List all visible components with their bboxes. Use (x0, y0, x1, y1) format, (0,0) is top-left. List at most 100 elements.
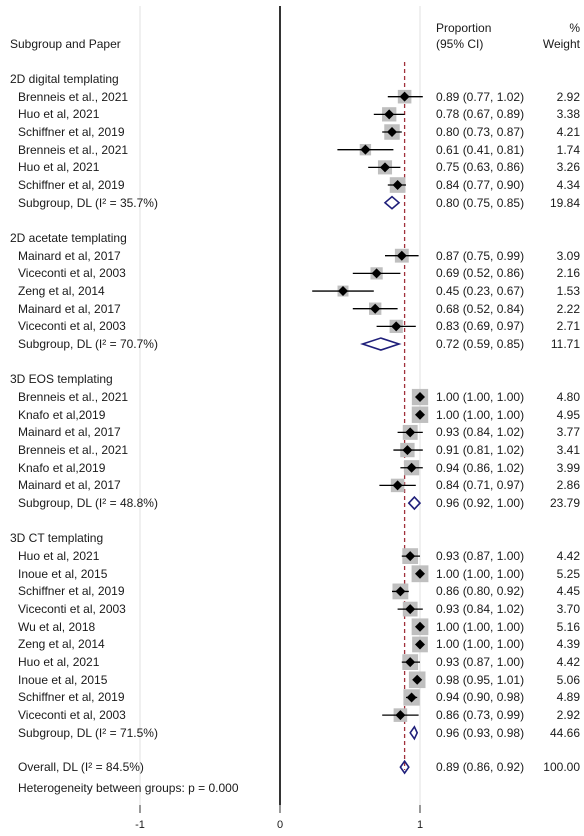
study-label: Brenneis et al., 2021 (18, 390, 129, 405)
study-weight: 1.53 (556, 284, 580, 299)
study-label: Zeng et al, 2014 (18, 637, 105, 652)
study-weight: 1.74 (556, 142, 580, 157)
study-row: Mainard et al, 2017 0.68 (0.52, 0.84) 2.22 (0, 300, 584, 318)
study-ci: 0.86 (0.80, 0.92) (436, 584, 525, 599)
subgroup-row: Subgroup, DL (I² = 70.7%) 0.72 (0.59, 0.8… (0, 335, 584, 353)
study-row: Schiffner et al, 2019 0.84 (0.77, 0.90) 4.… (0, 176, 584, 194)
study-ci: 1.00 (1.00, 1.00) (436, 637, 525, 652)
subgroup-row: Subgroup, DL (I² = 71.5%) 0.96 (0.93, 0.9… (0, 724, 584, 742)
study-label: Brenneis et al., 2021 (18, 142, 129, 157)
point-estimate (399, 91, 410, 102)
point-estimate (415, 568, 425, 579)
study-row: Mainard et al, 2017 0.84 (0.71, 0.97) 2.86 (0, 476, 584, 494)
point-estimate (338, 286, 348, 297)
study-label: Huo et al, 2021 (18, 160, 100, 175)
point-estimate (371, 268, 382, 279)
group-title: 3D EOS templating (10, 372, 113, 387)
study-weight: 3.41 (556, 443, 580, 458)
point-estimate (392, 480, 403, 491)
study-label: Zeng et al, 2014 (18, 284, 105, 299)
subgroup-row: Subgroup, DL (I² = 48.8%) 0.96 (0.92, 1.0… (0, 494, 584, 512)
header-ci-line2: (95% CI) (436, 37, 484, 51)
study-label: Wu et al, 2018 (18, 619, 96, 634)
study-ci: 0.98 (0.95, 1.01) (436, 672, 525, 687)
study-weight: 2.92 (556, 708, 580, 723)
subgroup-label: Subgroup, DL (I² = 48.8%) (18, 496, 158, 511)
study-label: Huo et al, 2021 (18, 655, 100, 670)
point-estimate (415, 621, 425, 632)
study-ci: 0.78 (0.67, 0.89) (436, 107, 525, 122)
study-weight: 4.42 (556, 549, 580, 564)
point-estimate (396, 250, 407, 261)
study-row: Huo et al, 2021 0.78 (0.67, 0.89) 3.38 (0, 105, 584, 123)
point-estimate (405, 657, 416, 668)
overall-label: Overall, DL (I² = 84.5%) (18, 760, 144, 775)
study-weight: 3.77 (556, 425, 580, 440)
study-weight: 3.26 (556, 160, 580, 175)
study-label: Schiffner et al, 2019 (18, 178, 125, 193)
study-ci: 0.89 (0.77, 1.02) (436, 89, 525, 104)
study-ci: 0.45 (0.23, 0.67) (436, 284, 525, 299)
subgroup-label: Subgroup, DL (I² = 70.7%) (18, 337, 158, 352)
study-row: Zeng et al, 2014 0.45 (0.23, 0.67) 1.53 (0, 282, 584, 300)
study-weight: 4.21 (556, 125, 580, 139)
subgroup-label: Subgroup, DL (I² = 35.7%) (18, 195, 158, 210)
study-weight: 2.22 (556, 301, 580, 316)
study-ci: 0.84 (0.71, 0.97) (436, 478, 525, 493)
study-weight: 4.42 (556, 655, 580, 670)
heterogeneity-text: Heterogeneity between groups: p = 0.000 (18, 781, 239, 795)
study-weight: 3.99 (556, 460, 580, 475)
study-row: Viceconti et al, 2003 0.86 (0.73, 0.99) 2.… (0, 706, 584, 724)
study-ci: 0.69 (0.52, 0.86) (436, 266, 525, 281)
study-label: Knafo et al,2019 (18, 407, 106, 422)
study-row: Inoue et al, 2015 0.98 (0.95, 1.01) 5.06 (0, 671, 584, 689)
study-weight: 3.09 (556, 248, 580, 263)
subgroup-diamond (360, 337, 402, 351)
study-ci: 0.91 (0.81, 1.02) (436, 443, 525, 458)
group-title: 3D CT templating (10, 531, 104, 546)
study-ci: 0.93 (0.84, 1.02) (436, 425, 525, 440)
study-row: Wu et al, 2018 1.00 (1.00, 1.00) 5.16 (0, 618, 584, 636)
study-weight: 3.70 (556, 602, 580, 617)
point-estimate (415, 392, 425, 403)
point-estimate (395, 710, 406, 721)
study-weight: 2.16 (556, 266, 580, 281)
study-row: Brenneis et al., 2021 0.91 (0.81, 1.02) 3.… (0, 441, 584, 459)
study-row: Viceconti et al, 2003 0.93 (0.84, 1.02) 3.… (0, 600, 584, 618)
study-row: Viceconti et al, 2003 0.83 (0.69, 0.97) 2.… (0, 317, 584, 335)
header-ci-line1: Proportion (436, 21, 492, 35)
subgroup-diamond (383, 195, 401, 210)
study-ci: 0.61 (0.41, 0.81) (436, 142, 525, 157)
study-ci: 1.00 (1.00, 1.00) (436, 566, 525, 581)
axis-tick-label: -1 (135, 819, 145, 831)
study-label: Huo et al, 2021 (18, 549, 100, 564)
subgroup-diamond (407, 495, 422, 511)
group-title-row: 2D digital templating (0, 70, 584, 88)
study-row: Brenneis et al., 2021 0.89 (0.77, 1.02) 2.… (0, 88, 584, 106)
point-estimate (415, 409, 425, 420)
subgroup-ci: 0.72 (0.59, 0.85) (436, 337, 525, 352)
point-estimate (360, 144, 371, 155)
point-estimate (406, 692, 417, 703)
point-estimate (412, 674, 423, 685)
study-label: Schiffner et al, 2019 (18, 584, 125, 599)
study-row: Brenneis et al., 2021 1.00 (1.00, 1.00) 4.… (0, 388, 584, 406)
study-label: Brenneis et al., 2021 (18, 89, 129, 104)
study-row: Huo et al, 2021 0.93 (0.87, 1.00) 4.42 (0, 653, 584, 671)
study-row: Huo et al, 2021 0.93 (0.87, 1.00) 4.42 (0, 547, 584, 565)
study-ci: 0.83 (0.69, 0.97) (436, 319, 525, 334)
study-row: Schiffner et al, 2019 0.80 (0.73, 0.87) 4.… (0, 123, 584, 141)
point-estimate (402, 445, 413, 456)
study-label: Knafo et al,2019 (18, 460, 106, 475)
study-weight: 5.06 (556, 672, 580, 687)
subgroup-weight: 11.71 (550, 337, 580, 352)
study-label: Viceconti et al, 2003 (18, 266, 126, 281)
study-row: Schiffner et al, 2019 0.94 (0.90, 0.98) 4.… (0, 688, 584, 706)
study-label: Schiffner et al, 2019 (18, 690, 125, 705)
overall-diamond (399, 759, 410, 775)
group-title-row: 3D EOS templating (0, 370, 584, 388)
study-weight: 2.86 (556, 478, 580, 493)
study-ci: 0.84 (0.77, 0.90) (436, 178, 525, 193)
point-estimate (405, 427, 416, 438)
study-ci: 0.94 (0.86, 1.02) (436, 460, 525, 475)
